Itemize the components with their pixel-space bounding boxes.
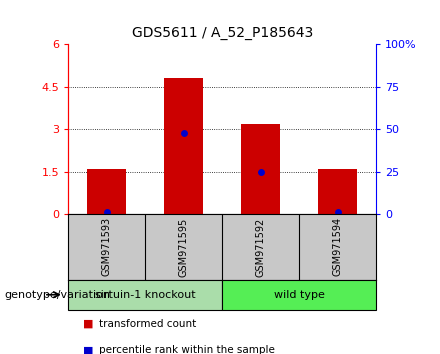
Bar (222, 280, 376, 310)
Text: transformed count: transformed count (99, 319, 196, 329)
Text: ■: ■ (83, 319, 93, 329)
Text: GSM971592: GSM971592 (256, 217, 266, 276)
Text: GSM971593: GSM971593 (102, 217, 112, 276)
Text: ■: ■ (83, 346, 93, 354)
Point (180, 131, 187, 136)
Text: percentile rank within the sample: percentile rank within the sample (99, 346, 275, 354)
Title: GDS5611 / A_52_P185643: GDS5611 / A_52_P185643 (132, 27, 313, 40)
Point (334, 209, 341, 215)
Bar (88, 169, 126, 214)
Point (103, 210, 110, 215)
Text: wild type: wild type (274, 290, 325, 300)
Bar (68, 280, 222, 310)
Point (257, 169, 264, 175)
Bar (165, 78, 203, 214)
Text: genotype/variation: genotype/variation (4, 290, 110, 300)
Text: GSM971594: GSM971594 (333, 217, 343, 276)
Bar (319, 169, 357, 214)
Text: GSM971595: GSM971595 (179, 217, 189, 276)
Text: sirtuin-1 knockout: sirtuin-1 knockout (95, 290, 195, 300)
Bar (242, 124, 280, 214)
